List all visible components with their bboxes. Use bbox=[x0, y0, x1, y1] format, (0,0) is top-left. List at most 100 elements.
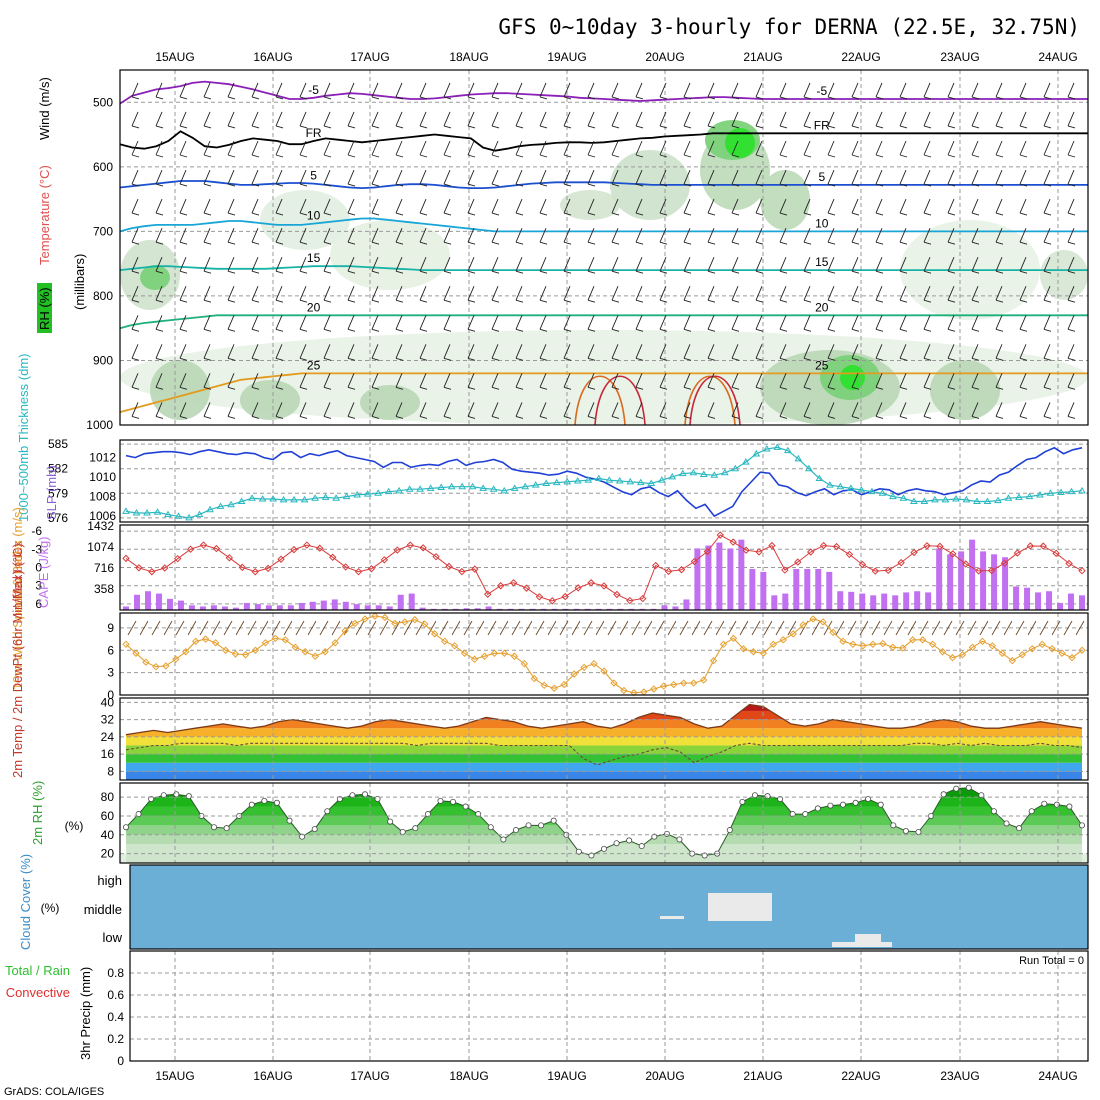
wind-barb bbox=[395, 169, 404, 187]
wind-speed-marker bbox=[152, 662, 160, 671]
wind-barb bbox=[851, 140, 860, 158]
rh-marker bbox=[827, 802, 834, 809]
wind-barb bbox=[251, 227, 260, 245]
wind-barb bbox=[899, 402, 908, 419]
cape-bar bbox=[804, 568, 811, 610]
lifted-index-marker bbox=[445, 562, 453, 571]
cape-bar bbox=[265, 605, 272, 610]
wind-barb bbox=[875, 111, 884, 129]
thickness-marker bbox=[952, 495, 960, 502]
pressure-tick-label: 1000 bbox=[86, 418, 113, 432]
lifted-index-marker bbox=[509, 579, 518, 587]
ylabel-cape: CAPE (J/kg) bbox=[36, 536, 51, 608]
wind-barb bbox=[803, 227, 812, 245]
wind-speed-marker bbox=[351, 619, 359, 628]
rh-shaded-area bbox=[140, 265, 170, 290]
wind-barb bbox=[851, 257, 860, 274]
wind-barb-10m bbox=[187, 620, 197, 636]
wind-speed-marker bbox=[670, 680, 678, 689]
wind-barb bbox=[923, 402, 932, 419]
cape-bar bbox=[364, 605, 371, 610]
wind-barb bbox=[947, 286, 956, 303]
rh-marker bbox=[450, 798, 457, 805]
thickness-marker bbox=[374, 489, 383, 496]
wind-barb bbox=[803, 373, 812, 390]
wind-barb bbox=[1067, 344, 1076, 361]
wind-barb bbox=[1067, 402, 1076, 419]
wind-barb bbox=[275, 286, 284, 303]
cape-bar bbox=[969, 539, 976, 610]
wind-speed-marker bbox=[789, 630, 797, 638]
wind-barb-10m bbox=[487, 620, 497, 636]
wind-barb bbox=[755, 140, 764, 158]
lifted-index-marker bbox=[354, 567, 363, 576]
wind-barb bbox=[947, 257, 956, 274]
cape-bar bbox=[419, 607, 426, 610]
wind-barb bbox=[515, 169, 524, 187]
lifted-index-marker bbox=[781, 566, 789, 574]
wind-barb bbox=[875, 344, 884, 361]
wind-barb bbox=[419, 286, 428, 303]
wind-barb bbox=[131, 286, 140, 303]
ylabel-2m-temp: 2m Temp / 2m DewPt (6hr Min/Max) (°C) bbox=[10, 543, 25, 778]
ylabel-thickness: 1000~500mb Thickness (dm) bbox=[16, 354, 31, 523]
rh-marker bbox=[1028, 808, 1035, 815]
wind-barb-10m bbox=[379, 620, 389, 636]
lifted-index-marker bbox=[729, 538, 737, 546]
rh-marker bbox=[588, 852, 595, 859]
wind-tick-label: 0 bbox=[107, 688, 114, 702]
lifted-index-marker bbox=[161, 564, 169, 572]
wind-barb bbox=[467, 373, 476, 390]
wind-barb-10m bbox=[1063, 620, 1073, 636]
date-label-bottom: 22AUG bbox=[841, 1069, 880, 1083]
thickness-marker bbox=[899, 494, 908, 501]
top-date-axis: 15AUG 16AUG 17AUG 18AUG 19AUG 20AUG 21AUG 22AUG… bbox=[155, 50, 1077, 64]
wind-barb bbox=[491, 198, 500, 216]
wind-speed-marker bbox=[938, 648, 947, 656]
temperature-tick-label: 32 bbox=[101, 713, 115, 727]
wind-barb bbox=[347, 227, 356, 245]
cape-bar bbox=[738, 539, 745, 610]
wind-barb bbox=[803, 198, 812, 216]
wind-speed-marker bbox=[948, 654, 957, 662]
cape-bar bbox=[980, 551, 987, 610]
wind-barb bbox=[947, 82, 956, 100]
rh-marker bbox=[940, 791, 947, 798]
wind-barb bbox=[323, 227, 332, 245]
lifted-index-marker bbox=[639, 594, 647, 603]
wind-speed-marker bbox=[540, 681, 548, 690]
thickness-marker bbox=[1067, 487, 1076, 495]
wind-barb-10m bbox=[655, 620, 665, 636]
rh-marker bbox=[890, 822, 897, 829]
cape-bar bbox=[936, 548, 943, 610]
wind-barb bbox=[299, 402, 308, 419]
wind-barb bbox=[707, 111, 716, 129]
wind-barb bbox=[851, 286, 860, 303]
wind-barb bbox=[1019, 82, 1028, 100]
wind-barb-10m bbox=[199, 620, 209, 636]
wind-barb bbox=[659, 111, 668, 129]
wind-barb-10m bbox=[1051, 620, 1061, 636]
wind-barb-10m bbox=[463, 620, 473, 636]
wind-barb bbox=[275, 198, 284, 216]
wind-barb bbox=[419, 344, 428, 361]
date-label-bottom: 18AUG bbox=[449, 1069, 488, 1083]
wind-barb bbox=[467, 344, 476, 361]
wind-barb bbox=[371, 227, 380, 245]
thickness-marker bbox=[542, 479, 551, 486]
cape-bar bbox=[793, 568, 800, 610]
wind-barb bbox=[899, 140, 908, 158]
precip-tick-label: 0 bbox=[117, 1054, 124, 1068]
lifted-index-marker bbox=[328, 553, 337, 561]
rh-marker bbox=[412, 825, 419, 832]
wind-barb bbox=[1043, 402, 1052, 419]
thickness-marker bbox=[1025, 492, 1034, 500]
wind-barb bbox=[443, 286, 452, 303]
wind-barb bbox=[1019, 111, 1028, 129]
wind-speed-marker bbox=[411, 616, 419, 624]
thickness-marker bbox=[962, 495, 971, 503]
ylabel-wind: Wind (m/s) bbox=[37, 77, 52, 140]
wind-barb bbox=[1067, 257, 1076, 274]
wind-barb bbox=[1043, 140, 1052, 158]
date-label-bottom: 20AUG bbox=[645, 1069, 684, 1083]
